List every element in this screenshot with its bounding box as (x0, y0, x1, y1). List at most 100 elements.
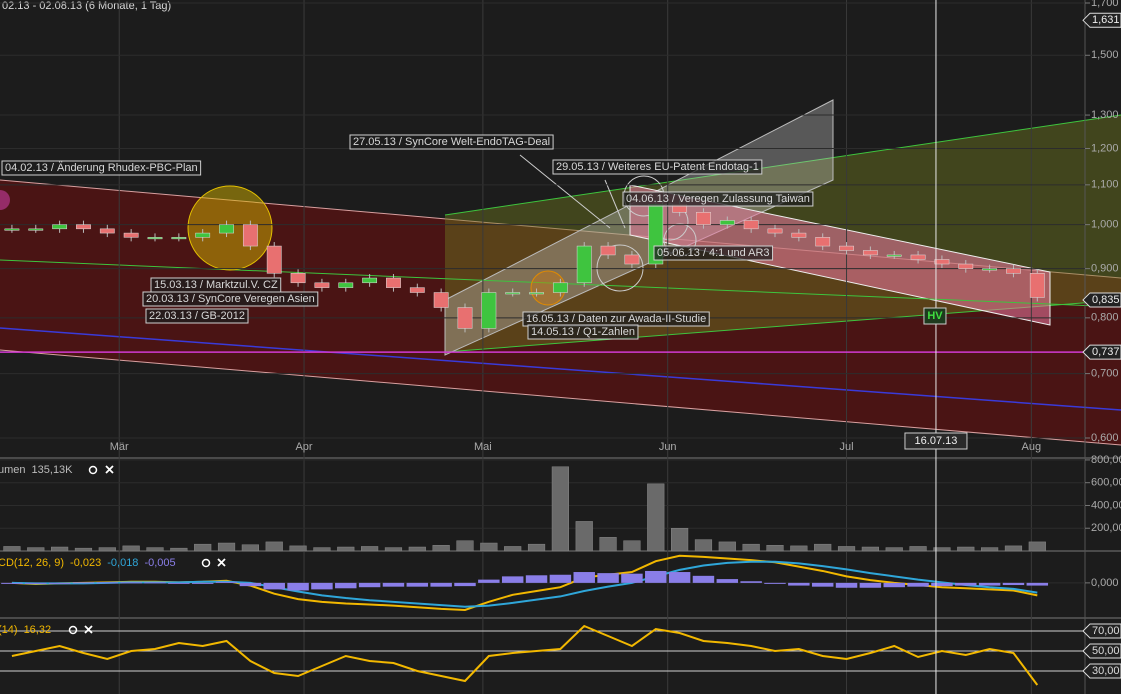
candle (696, 212, 711, 225)
volume-bar (337, 546, 355, 552)
price-tag (1082, 623, 1121, 639)
annotation: 04.06.13 / Veregen Zulassung Taiwan (626, 193, 810, 205)
crosshair-label-box (904, 432, 968, 450)
highlight-circle (596, 244, 644, 292)
volume-bar (599, 537, 617, 552)
volume-bar (718, 541, 736, 552)
price-tag-label: 1,631 (1092, 14, 1120, 26)
y-tick-label: 0,900 (1091, 263, 1119, 275)
indicator-line (11, 560, 1038, 608)
settings-icon[interactable] (201, 558, 211, 568)
marker-box (923, 307, 947, 325)
legend-entry: 135,13K (32, 464, 74, 476)
volume-bar (3, 546, 21, 552)
x-tick-label: Jul (840, 441, 854, 453)
histogram-bar (740, 581, 762, 583)
candle (1029, 273, 1045, 298)
histogram-bar (668, 572, 691, 583)
candle (123, 232, 139, 238)
volume-bar (814, 543, 832, 552)
histogram-bar (454, 582, 476, 587)
candle (147, 237, 163, 240)
histogram-bar (25, 582, 47, 584)
volume-bar (933, 547, 951, 552)
histogram-bar (597, 573, 619, 583)
candle (815, 237, 831, 247)
annotation-box (527, 324, 639, 340)
histogram-bar (144, 582, 166, 584)
candle (386, 277, 401, 288)
candle (505, 292, 521, 295)
settings-icon[interactable] (68, 625, 78, 635)
volume-bar (480, 542, 498, 552)
legend-entry: CD(12, 26, 9) (0, 557, 64, 569)
settings-icon[interactable] (88, 465, 98, 475)
legend-entry: -0,018 (107, 557, 138, 569)
close-icon[interactable] (217, 558, 226, 567)
candle (76, 224, 91, 230)
histogram-bar (430, 582, 452, 587)
legend-entry: umen (0, 464, 26, 476)
close-icon[interactable] (84, 625, 93, 634)
histogram-bar (311, 582, 333, 590)
volume-bar (909, 546, 927, 552)
volume-bar (241, 544, 259, 552)
y-tick-label: 400,00K (1091, 499, 1121, 511)
volume-bar (456, 540, 474, 552)
crosshair-label: 16.07.13 (915, 435, 958, 447)
candle (266, 245, 282, 274)
candle (791, 232, 807, 238)
volume-bar (384, 547, 403, 552)
legend-entry: -0,023 (70, 557, 101, 569)
price-tag-label: 70,00 (1092, 625, 1120, 637)
annotation: 29.05.13 / Weiteres EU-Patent Endotag-1 (556, 161, 759, 173)
volume-bar (122, 545, 140, 552)
y-tick-label: 0,600 (1091, 432, 1119, 444)
volume-bar (837, 546, 856, 552)
histogram-bar (716, 579, 739, 583)
candle (4, 228, 20, 231)
histogram-bar (1026, 582, 1049, 586)
volume-bar (981, 547, 999, 552)
annotation-box (142, 291, 319, 307)
channel-line (0, 349, 1121, 446)
histogram-bar (764, 582, 786, 584)
volume-bar (361, 546, 379, 552)
histogram-bar (335, 582, 357, 589)
histogram-bar (406, 582, 429, 587)
y-tick-label: 800,00K (1091, 454, 1121, 466)
volume-bar (408, 546, 426, 552)
histogram-bar (645, 570, 667, 583)
histogram-bar (72, 582, 95, 584)
y-tick-label: 1,000 (1091, 219, 1119, 231)
legend-icons[interactable] (68, 465, 226, 635)
pink-channel (629, 184, 1051, 326)
candle (171, 237, 187, 240)
candle (28, 228, 44, 231)
x-tick-label: Mai (474, 441, 492, 453)
annotation-box (653, 245, 774, 261)
volume-bar (98, 547, 116, 552)
price-tag (1082, 292, 1121, 308)
candle (862, 250, 878, 256)
histogram-bar (883, 582, 905, 588)
volume-bar (623, 540, 641, 552)
x-tick-label: Mär (110, 441, 129, 453)
candle (433, 292, 449, 308)
candle (314, 282, 330, 288)
legend-entry: -0,005 (144, 557, 175, 569)
candle (624, 254, 640, 265)
annotation-arrow (519, 154, 611, 229)
histogram-bar (239, 582, 262, 587)
candle (1006, 268, 1021, 274)
histogram-bar (788, 582, 810, 586)
candle (600, 245, 616, 256)
candle (99, 228, 115, 234)
legend-entry: 16,32 (24, 624, 52, 636)
close-icon[interactable] (105, 465, 114, 474)
volume-bar (51, 546, 69, 552)
volume-bar (1004, 545, 1023, 552)
